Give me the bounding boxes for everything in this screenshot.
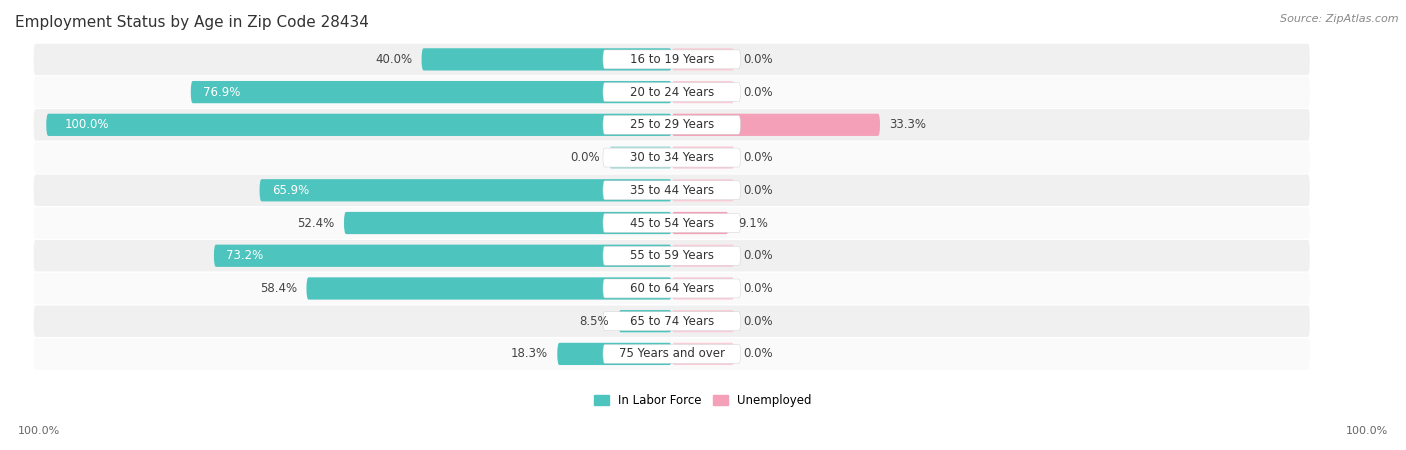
Text: 16 to 19 Years: 16 to 19 Years — [630, 53, 714, 66]
FancyBboxPatch shape — [307, 277, 672, 300]
Text: 0.0%: 0.0% — [744, 249, 773, 262]
FancyBboxPatch shape — [191, 81, 672, 103]
FancyBboxPatch shape — [422, 48, 672, 71]
Text: 52.4%: 52.4% — [297, 216, 335, 230]
FancyBboxPatch shape — [603, 246, 741, 265]
FancyBboxPatch shape — [603, 50, 741, 69]
Text: 100.0%: 100.0% — [65, 118, 110, 131]
Text: 18.3%: 18.3% — [510, 347, 548, 360]
FancyBboxPatch shape — [619, 310, 672, 332]
FancyBboxPatch shape — [672, 114, 880, 136]
Text: Employment Status by Age in Zip Code 28434: Employment Status by Age in Zip Code 284… — [15, 15, 368, 30]
FancyBboxPatch shape — [34, 109, 1310, 140]
Text: 100.0%: 100.0% — [1346, 427, 1388, 436]
FancyBboxPatch shape — [557, 343, 672, 365]
FancyBboxPatch shape — [34, 338, 1310, 369]
FancyBboxPatch shape — [603, 115, 741, 134]
Text: 60 to 64 Years: 60 to 64 Years — [630, 282, 714, 295]
FancyBboxPatch shape — [672, 343, 734, 365]
FancyBboxPatch shape — [603, 148, 741, 167]
FancyBboxPatch shape — [603, 344, 741, 363]
FancyBboxPatch shape — [672, 212, 728, 234]
FancyBboxPatch shape — [672, 81, 734, 103]
FancyBboxPatch shape — [603, 214, 741, 233]
Text: 0.0%: 0.0% — [744, 151, 773, 164]
Text: 55 to 59 Years: 55 to 59 Years — [630, 249, 714, 262]
Text: 9.1%: 9.1% — [738, 216, 768, 230]
Text: 20 to 24 Years: 20 to 24 Years — [630, 86, 714, 99]
FancyBboxPatch shape — [34, 273, 1310, 304]
Text: 8.5%: 8.5% — [579, 315, 609, 328]
FancyBboxPatch shape — [672, 277, 734, 300]
FancyBboxPatch shape — [34, 76, 1310, 108]
Legend: In Labor Force, Unemployed: In Labor Force, Unemployed — [589, 389, 817, 412]
FancyBboxPatch shape — [603, 279, 741, 298]
FancyBboxPatch shape — [672, 48, 734, 71]
FancyBboxPatch shape — [603, 181, 741, 200]
FancyBboxPatch shape — [603, 83, 741, 102]
Text: 30 to 34 Years: 30 to 34 Years — [630, 151, 714, 164]
Text: 0.0%: 0.0% — [744, 282, 773, 295]
FancyBboxPatch shape — [344, 212, 672, 234]
Text: 45 to 54 Years: 45 to 54 Years — [630, 216, 714, 230]
Text: 0.0%: 0.0% — [744, 86, 773, 99]
FancyBboxPatch shape — [672, 179, 734, 202]
FancyBboxPatch shape — [672, 310, 734, 332]
Text: 76.9%: 76.9% — [204, 86, 240, 99]
Text: 100.0%: 100.0% — [18, 427, 60, 436]
FancyBboxPatch shape — [603, 312, 741, 331]
Text: 33.3%: 33.3% — [890, 118, 927, 131]
Text: 65 to 74 Years: 65 to 74 Years — [630, 315, 714, 328]
Text: 58.4%: 58.4% — [260, 282, 297, 295]
FancyBboxPatch shape — [672, 146, 734, 169]
FancyBboxPatch shape — [34, 240, 1310, 271]
FancyBboxPatch shape — [214, 245, 672, 267]
FancyBboxPatch shape — [34, 44, 1310, 75]
Text: 35 to 44 Years: 35 to 44 Years — [630, 184, 714, 197]
Text: 25 to 29 Years: 25 to 29 Years — [630, 118, 714, 131]
Text: 0.0%: 0.0% — [744, 184, 773, 197]
FancyBboxPatch shape — [672, 245, 734, 267]
FancyBboxPatch shape — [46, 114, 672, 136]
FancyBboxPatch shape — [34, 306, 1310, 337]
FancyBboxPatch shape — [34, 207, 1310, 239]
Text: 73.2%: 73.2% — [226, 249, 264, 262]
FancyBboxPatch shape — [260, 179, 672, 202]
Text: 0.0%: 0.0% — [571, 151, 600, 164]
Text: 75 Years and over: 75 Years and over — [619, 347, 724, 360]
FancyBboxPatch shape — [34, 142, 1310, 173]
Text: 40.0%: 40.0% — [375, 53, 412, 66]
Text: 0.0%: 0.0% — [744, 315, 773, 328]
Text: 0.0%: 0.0% — [744, 347, 773, 360]
FancyBboxPatch shape — [609, 146, 672, 169]
Text: 65.9%: 65.9% — [273, 184, 309, 197]
FancyBboxPatch shape — [34, 175, 1310, 206]
Text: Source: ZipAtlas.com: Source: ZipAtlas.com — [1281, 14, 1399, 23]
Text: 0.0%: 0.0% — [744, 53, 773, 66]
